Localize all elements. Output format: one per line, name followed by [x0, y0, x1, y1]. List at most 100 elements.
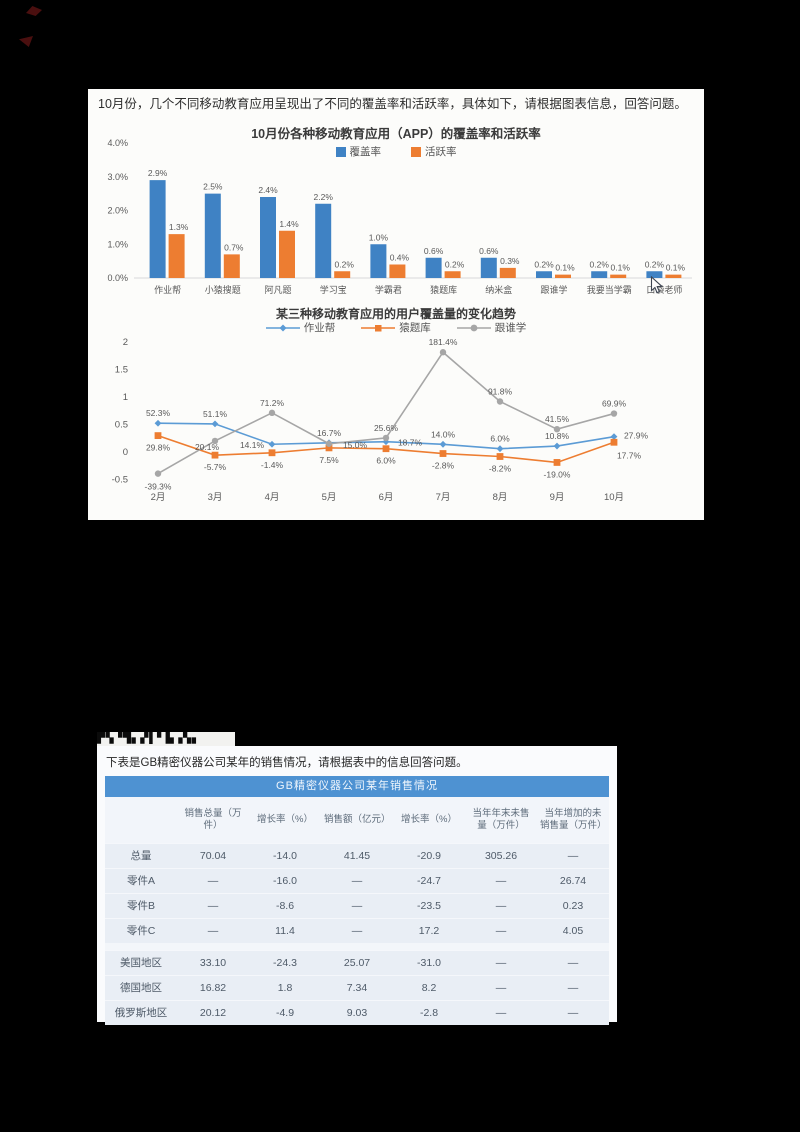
table-cell: —	[321, 868, 393, 893]
table-cell: -2.8	[393, 1000, 465, 1025]
svg-text:0.2%: 0.2%	[645, 259, 665, 269]
artifact-mark	[26, 6, 42, 16]
svg-text:17.7%: 17.7%	[617, 450, 642, 460]
svg-text:181.4%: 181.4%	[429, 337, 458, 347]
sales-table: GB精密仪器公司某年销售情况 销售总量（万件） 增长率（%） 销售额（亿元） 增长率（…	[105, 776, 609, 1025]
svg-text:0: 0	[123, 447, 128, 458]
svg-text:18.7%: 18.7%	[398, 438, 423, 448]
svg-text:69.9%: 69.9%	[602, 399, 627, 409]
svg-text:学霸君: 学霸君	[375, 284, 402, 295]
svg-text:1.5: 1.5	[115, 365, 128, 376]
svg-text:1.4%: 1.4%	[279, 219, 299, 229]
table-cell: -31.0	[393, 950, 465, 975]
chart-card: 10月份，几个不同移动教育应用呈现出了不同的覆盖率和活跃率，具体如下，请根据图表…	[88, 89, 704, 520]
svg-text:27.9%: 27.9%	[624, 431, 649, 441]
svg-text:41.5%: 41.5%	[545, 414, 570, 424]
line-chart-title: 某三种移动教育应用的用户覆盖量的变化趋势	[275, 307, 516, 321]
svg-text:作业帮: 作业帮	[154, 284, 181, 295]
table-cell: —	[537, 975, 609, 1000]
question-text: 10月份，几个不同移动教育应用呈现出了不同的覆盖率和活跃率，具体如下，请根据图表…	[98, 97, 687, 111]
svg-text:0.1%: 0.1%	[611, 263, 631, 273]
row-label: 总量	[105, 843, 177, 868]
svg-text:2.0%: 2.0%	[107, 206, 128, 216]
mouse-cursor-icon	[650, 276, 663, 294]
svg-text:15.0%: 15.0%	[343, 440, 368, 450]
row-label: 零件C	[105, 918, 177, 943]
table-cell: 33.10	[177, 950, 249, 975]
row-label: 德国地区	[105, 975, 177, 1000]
legend-label: 跟谁学	[494, 322, 527, 334]
svg-text:3月: 3月	[208, 492, 223, 503]
table-cell: -24.7	[393, 868, 465, 893]
row-group-divider	[105, 943, 609, 950]
svg-text:2.4%: 2.4%	[258, 185, 278, 195]
svg-text:16.7%: 16.7%	[317, 428, 342, 438]
svg-text:10月: 10月	[604, 492, 624, 503]
table-cell: 26.74	[537, 868, 609, 893]
legend-label: 活跃率	[425, 146, 457, 158]
table-cell: -20.9	[393, 843, 465, 868]
column-header: 增长率（%）	[249, 797, 321, 843]
svg-text:-1.4%: -1.4%	[261, 460, 284, 470]
table-cell: 305.26	[465, 843, 537, 868]
row-label: 俄罗斯地区	[105, 1000, 177, 1025]
svg-text:我要当学霸: 我要当学霸	[587, 284, 632, 295]
svg-text:0.1%: 0.1%	[666, 263, 686, 273]
svg-text:0.2%: 0.2%	[335, 259, 355, 269]
table-cell: 1.8	[249, 975, 321, 1000]
svg-text:0.2%: 0.2%	[534, 259, 554, 269]
svg-text:0.2%: 0.2%	[590, 259, 610, 269]
table-cell: 7.34	[321, 975, 393, 1000]
legend-label: 作业帮	[303, 322, 336, 334]
table-title: GB精密仪器公司某年销售情况	[105, 776, 609, 797]
svg-text:71.2%: 71.2%	[260, 398, 285, 408]
table-cell: —	[465, 950, 537, 975]
svg-text:2.2%: 2.2%	[314, 192, 334, 202]
table-cell: —	[177, 868, 249, 893]
table-cell: —	[177, 893, 249, 918]
table-cell: —	[465, 1000, 537, 1025]
table-cell: -16.0	[249, 868, 321, 893]
svg-text:2.5%: 2.5%	[203, 182, 223, 192]
svg-text:20.1%: 20.1%	[195, 442, 220, 452]
svg-text:4月: 4月	[265, 492, 280, 503]
diamond-marker-icon	[265, 324, 300, 331]
table-cell: -24.3	[249, 950, 321, 975]
svg-text:2月: 2月	[151, 492, 166, 503]
bar-chart-title: 10月份各种移动教育应用（APP）的覆盖率和活跃率	[251, 127, 541, 141]
svg-text:0.5: 0.5	[115, 420, 128, 431]
svg-text:-39.3%: -39.3%	[145, 482, 172, 492]
svg-text:8月: 8月	[493, 492, 508, 503]
column-header: 当年增加的未销售量（万件）	[537, 797, 609, 843]
svg-text:25.6%: 25.6%	[374, 423, 399, 433]
svg-text:91.8%: 91.8%	[488, 387, 513, 397]
svg-text:7月: 7月	[436, 492, 451, 503]
table-cell: —	[321, 918, 393, 943]
svg-text:猿题库: 猿题库	[430, 284, 457, 295]
svg-text:纳米盒: 纳米盒	[485, 284, 512, 295]
table-cell: —	[465, 918, 537, 943]
activity-swatch-icon	[411, 146, 421, 157]
table-cell: 17.2	[393, 918, 465, 943]
svg-text:0.1%: 0.1%	[555, 263, 575, 273]
line-chart-legend: 作业帮 猿题库 跟谁学	[88, 320, 704, 335]
svg-text:52.3%: 52.3%	[146, 408, 171, 418]
coverage-swatch-icon	[335, 146, 346, 157]
table-card: 下表是GB精密仪器公司某年的销售情况，请根据表中的信息回答问题。 GB精密仪器公…	[97, 746, 617, 1025]
table-cell: 70.04	[177, 843, 249, 868]
svg-text:7.5%: 7.5%	[319, 455, 339, 465]
svg-text:学习宝: 学习宝	[320, 284, 347, 295]
table-cell: 16.82	[177, 975, 249, 1000]
svg-text:0.0%: 0.0%	[107, 273, 128, 283]
bar-chart: 4.0% 3.0% 2.0% 1.0% 0.0% 2.9% 1.3% 作业帮 2.5% 0.7% 小…	[107, 138, 692, 295]
svg-text:0.4%: 0.4%	[390, 253, 410, 263]
table-cell: 11.4	[249, 918, 321, 943]
legend-item-coverage: 覆盖率	[335, 144, 381, 159]
svg-text:口袋老师: 口袋老师	[646, 284, 682, 295]
svg-text:小猿搜题: 小猿搜题	[205, 284, 241, 295]
svg-text:1: 1	[123, 392, 128, 403]
circle-marker-icon	[456, 324, 491, 331]
table-intro-text: 下表是GB精密仪器公司某年的销售情况，请根据表中的信息回答问题。	[106, 757, 468, 769]
table-cell: 8.2	[393, 975, 465, 1000]
